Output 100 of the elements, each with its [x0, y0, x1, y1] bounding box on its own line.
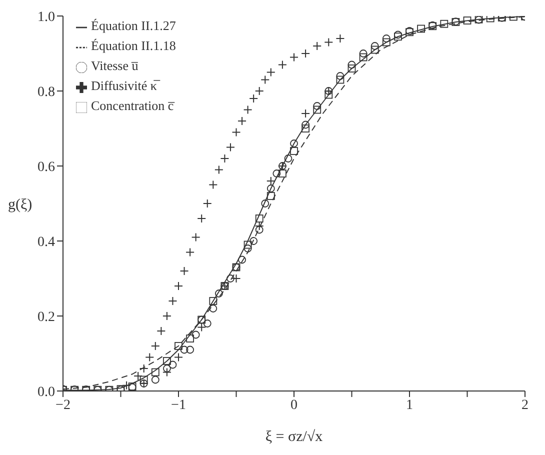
point — [302, 124, 310, 132]
point — [192, 330, 200, 339]
x-tick-label: 0 — [290, 398, 298, 413]
y-tick-label: 0.4 — [38, 234, 55, 250]
point — [266, 184, 275, 192]
point — [226, 274, 234, 282]
point — [370, 46, 379, 54]
point — [290, 140, 298, 148]
point — [208, 180, 218, 190]
point — [302, 120, 310, 129]
point — [186, 346, 194, 354]
legend-label: Équation II.1.27 — [91, 18, 176, 33]
point — [203, 320, 212, 328]
y-axis-title: g(ξ) — [8, 196, 32, 213]
point — [122, 380, 132, 390]
point — [162, 368, 172, 377]
point — [266, 176, 276, 186]
point — [232, 274, 241, 283]
y-tick-label: 1.0 — [38, 10, 55, 25]
point — [168, 296, 178, 306]
point — [440, 20, 448, 28]
point — [359, 53, 368, 62]
point — [174, 352, 183, 362]
point — [417, 24, 425, 33]
point — [313, 102, 322, 110]
point — [250, 237, 258, 245]
point — [254, 222, 264, 230]
x-tick-label: 2 — [522, 398, 528, 413]
point — [382, 38, 390, 46]
point — [168, 360, 177, 369]
point — [336, 34, 345, 43]
point — [243, 105, 252, 114]
point — [244, 240, 252, 249]
point — [226, 142, 235, 152]
point — [255, 214, 264, 222]
point — [324, 90, 333, 99]
point — [324, 38, 334, 47]
point — [214, 290, 223, 298]
point — [463, 16, 472, 24]
point — [261, 200, 270, 208]
point — [163, 357, 171, 365]
point — [313, 106, 322, 114]
point — [394, 30, 402, 39]
point — [180, 266, 189, 276]
point — [290, 147, 298, 155]
point — [486, 16, 494, 22]
point — [244, 244, 252, 252]
point — [163, 364, 171, 372]
legend-label: Concentration c̅ — [91, 98, 174, 113]
x-tick-label: 1 — [406, 398, 413, 413]
point — [134, 372, 143, 380]
point — [249, 94, 258, 103]
point — [162, 312, 172, 320]
point — [348, 60, 356, 69]
y-tick-label: 0.2 — [38, 310, 55, 325]
point — [266, 192, 275, 200]
point — [180, 346, 188, 354]
point — [238, 116, 247, 126]
y-tick-label: 0.0 — [38, 384, 55, 400]
point — [238, 256, 246, 264]
point — [214, 165, 224, 174]
legend-label: Vitesse u̅ — [91, 58, 138, 73]
point — [266, 68, 276, 77]
point — [156, 326, 166, 336]
point — [209, 304, 218, 312]
point — [301, 49, 310, 58]
point — [197, 214, 206, 223]
point — [151, 368, 160, 376]
legend-label: Équation II.1.18 — [91, 38, 176, 53]
point — [151, 376, 160, 384]
point — [174, 282, 183, 290]
point — [220, 154, 230, 163]
point — [336, 72, 344, 80]
point — [145, 352, 154, 362]
point — [382, 34, 390, 42]
point — [197, 322, 206, 332]
point — [139, 364, 148, 373]
point — [348, 64, 356, 72]
point — [186, 334, 194, 342]
point — [150, 342, 160, 350]
point — [336, 76, 344, 84]
point — [140, 376, 148, 384]
point — [186, 248, 195, 257]
point — [370, 42, 379, 50]
x-axis-title: ξ = σz/√x — [265, 429, 324, 445]
point — [290, 52, 298, 62]
point — [260, 75, 270, 84]
point — [174, 342, 182, 350]
point — [394, 32, 402, 41]
point — [278, 170, 286, 178]
point — [255, 226, 264, 234]
point — [232, 128, 241, 137]
point — [312, 42, 322, 50]
x-tick-label: −1 — [171, 398, 186, 413]
point — [301, 109, 310, 118]
point — [202, 199, 212, 208]
point — [284, 154, 292, 162]
point — [359, 50, 368, 58]
point — [191, 232, 200, 242]
y-tick-label: 0.6 — [38, 160, 55, 175]
